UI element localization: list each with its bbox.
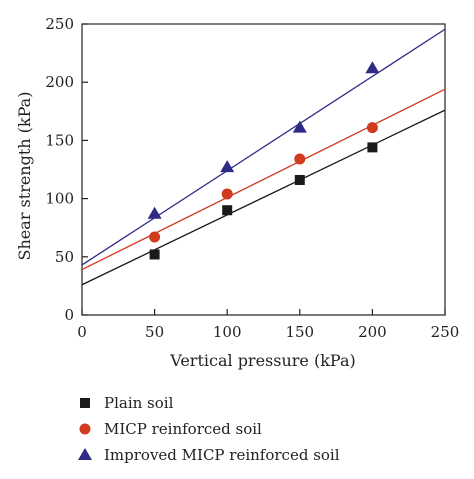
y-tick-label: 150 [45,131,74,149]
legend: Plain soil MICP reinforced soil Improved M… [78,390,340,468]
legend-marker [78,448,92,462]
legend-marker [78,396,92,410]
x-tick-label: 150 [285,323,314,341]
axes: 0 50 100 150 200 250 0 50 100 150 200 250 [45,15,459,341]
fit-lines [81,28,446,286]
x-tick-label: 250 [431,323,460,341]
x-axis-title: Vertical pressure (kPa) [169,351,356,370]
data-point [221,188,233,200]
legend-marker-shape [79,423,91,435]
data-point [220,160,235,173]
y-tick-label: 50 [55,248,74,266]
fit-line [81,88,446,271]
y-axis-title: Shear strength (kPa) [15,92,34,261]
data-point [367,142,378,153]
data-point [222,205,233,216]
y-tick-label: 100 [45,190,74,208]
x-tick-label: 0 [77,323,87,341]
legend-item: Plain soil [78,390,340,416]
x-tick-label: 50 [145,323,164,341]
data-point [294,153,306,165]
data-point [149,231,161,243]
legend-label: Improved MICP reinforced soil [104,446,340,464]
legend-marker-shape [80,398,90,408]
legend-item: Improved MICP reinforced soil [78,442,340,468]
data-point [292,120,307,133]
legend-label: MICP reinforced soil [104,420,262,438]
data-point [366,122,378,134]
data-point [149,249,160,260]
data-point [365,61,380,74]
data-point [294,174,305,185]
legend-label: Plain soil [104,394,174,412]
plot-frame [81,23,446,316]
legend-marker [78,422,92,436]
x-tick-label: 100 [213,323,242,341]
y-tick-label: 250 [45,15,74,33]
x-tick-label: 200 [358,323,387,341]
fit-line [81,28,446,266]
chart: 0 50 100 150 200 250 0 50 100 150 200 250 Vertical … [15,15,459,370]
legend-item: MICP reinforced soil [78,416,340,442]
y-tick-label: 0 [64,306,74,324]
y-tick-label: 200 [45,73,74,91]
data-point [147,206,162,219]
legend-marker-shape [78,448,92,460]
fit-line [81,109,446,286]
data-points [147,61,380,260]
